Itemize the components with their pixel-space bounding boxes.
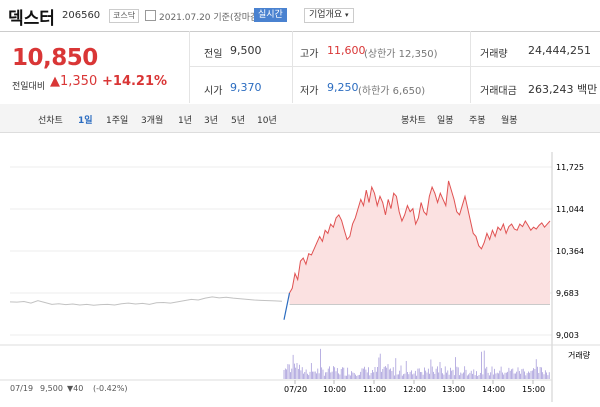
upper-limit: (상한가 12,350): [364, 49, 438, 60]
period-tab-1w[interactable]: 1주일: [106, 116, 129, 126]
x-tick-label: 12:00: [403, 385, 426, 394]
x-tick-label: 07/20: [284, 385, 307, 394]
x-tick-label: 13:00: [442, 385, 465, 394]
period-tab-3m[interactable]: 3개월: [141, 116, 164, 126]
volume-label: 거래량: [568, 350, 591, 360]
chart-grid: [0, 152, 600, 402]
x-tick-label: 10:00: [323, 385, 346, 394]
chart-toolbar: [0, 104, 600, 133]
y-tick-label: 11,044: [556, 205, 584, 214]
prev-day-rate: (-0.42%): [93, 384, 128, 393]
period-tab-1y[interactable]: 1년: [178, 116, 193, 126]
x-tick-label: 15:00: [522, 385, 545, 394]
y-tick-label: 11,725: [556, 163, 584, 172]
calendar-icon: [145, 10, 156, 21]
volume-value: 24,444,251: [528, 44, 591, 57]
x-tick-label: 11:00: [363, 385, 386, 394]
line-chart-label: 선차트: [38, 116, 63, 126]
base-date: 2021.07.20 기준(장마감): [159, 13, 262, 23]
x-axis-ticks: 07/20 10:00 11:00 12:00 13:00 14:00 15:00: [284, 380, 545, 394]
candle-tab-monthly[interactable]: 월봉: [501, 116, 518, 126]
change-rate: +14.21%: [102, 74, 168, 89]
volume-bars: [283, 348, 550, 379]
y-axis-ticks: 11,725 11,044 10,364 9,683 9,003: [556, 163, 584, 340]
change-value: ▲1,350: [50, 74, 97, 89]
y-tick-label: 9,003: [556, 331, 579, 340]
high-label: 고가: [300, 49, 319, 60]
period-tab-5y[interactable]: 5년: [231, 116, 246, 126]
today-line: [289, 180, 551, 294]
divider: [470, 31, 471, 103]
period-tab-1d[interactable]: 1일: [78, 116, 93, 126]
divider: [292, 31, 293, 103]
realtime-button[interactable]: 실시간: [254, 8, 287, 22]
up-arrow-icon: ▲: [50, 74, 60, 89]
lower-limit: (하한가 6,650): [358, 86, 426, 97]
prev-label: 전일: [204, 49, 223, 60]
candle-tab-weekly[interactable]: 주봉: [469, 116, 486, 126]
chevron-down-icon: ▾: [345, 11, 349, 19]
company-info-label: 기업개요: [309, 10, 343, 20]
prev-value: 9,500: [230, 44, 262, 57]
opening-segment: [283, 292, 291, 320]
current-price: 10,850: [12, 45, 98, 71]
prev-day-line: [9, 296, 283, 306]
high-value: 11,600: [327, 44, 366, 57]
open-label: 시가: [204, 86, 223, 97]
divider: [190, 66, 600, 67]
change-label: 전일대비: [12, 82, 46, 92]
candle-chart-label: 봉차트: [401, 116, 426, 126]
amount-label: 거래대금: [480, 86, 517, 97]
low-value: 9,250: [327, 81, 359, 94]
stock-code: 206560: [62, 10, 101, 21]
y-tick-label: 9,683: [556, 289, 579, 298]
low-label: 저가: [300, 86, 319, 97]
candle-tab-daily[interactable]: 일봉: [437, 116, 454, 126]
x-tick-label: 14:00: [482, 385, 505, 394]
volume-label: 거래량: [480, 49, 508, 60]
price-chart: 11,725 11,044 10,364 9,683 9,003 07/20 10:00 1…: [0, 152, 600, 402]
market-badge: 코스닥: [109, 9, 140, 23]
stock-name: 덱스터: [8, 9, 55, 29]
open-value: 9,370: [230, 81, 262, 94]
change-amount: 1,350: [60, 74, 98, 89]
period-tab-10y[interactable]: 10년: [257, 116, 277, 126]
down-arrow-icon: ▼: [67, 384, 74, 393]
amount-value: 263,243 백만: [528, 83, 598, 96]
divider: [189, 31, 190, 103]
prev-day-close: 9,500: [40, 384, 63, 393]
prev-day-change-value: 40: [73, 384, 84, 393]
prev-day-change: ▼40: [67, 384, 83, 393]
prev-day-date: 07/19: [10, 384, 34, 393]
price-area: [289, 180, 550, 305]
period-tab-3y[interactable]: 3년: [204, 116, 219, 126]
company-info-dropdown[interactable]: 기업개요 ▾: [304, 8, 354, 23]
y-tick-label: 10,364: [556, 247, 584, 256]
